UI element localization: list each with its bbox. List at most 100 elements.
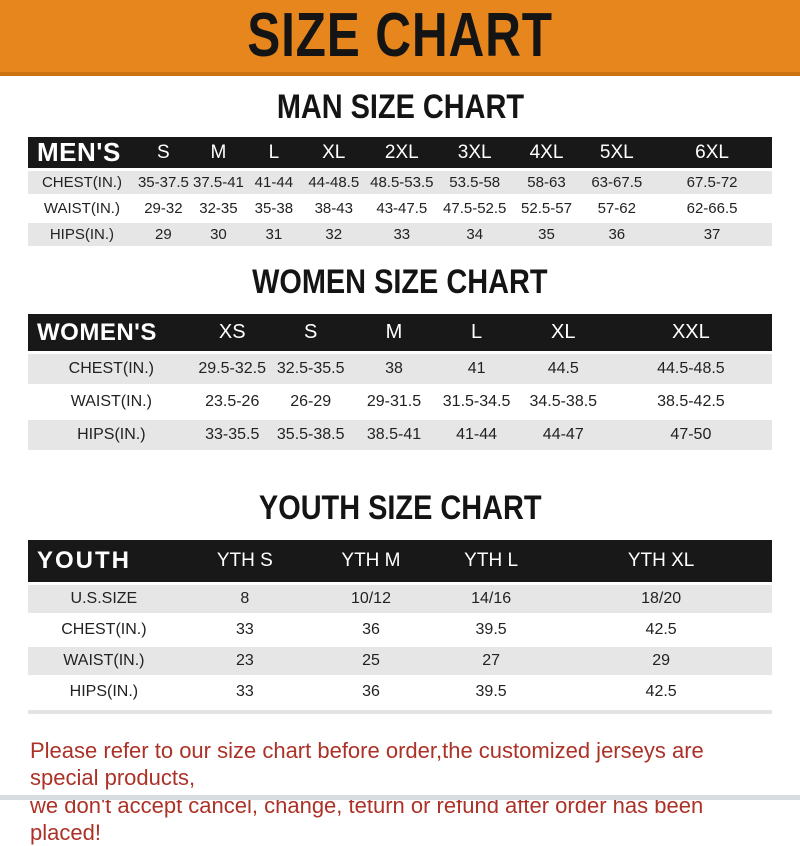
men-cell-2-7: 36 xyxy=(581,223,653,246)
men-table-row-1: WAIST(IN.) 29-32 32-35 35-38 38-43 43-47.5 47.… xyxy=(28,197,772,220)
women-cell-1-4: 34.5-38.5 xyxy=(516,387,610,417)
women-cell-2-5: 47-50 xyxy=(609,420,772,450)
youth-row-label-0: U.S.SIZE xyxy=(28,585,180,613)
women-row-label-0: CHEST(IN.) xyxy=(28,354,195,384)
men-table-label: MEN'S xyxy=(28,137,136,168)
men-table-row-2: HIPS(IN.) 29 30 31 32 33 34 35 36 37 xyxy=(28,223,772,246)
men-cell-0-0: 35-37.5 xyxy=(135,171,191,194)
women-section-heading-text: WOMEN SIZE CHART xyxy=(252,263,548,301)
women-row-label-1: WAIST(IN.) xyxy=(28,387,195,417)
men-section-heading: MAN SIZE CHART xyxy=(0,90,800,124)
men-cell-2-3: 32 xyxy=(301,223,366,246)
youth-table-row-1: CHEST(IN.) 33 36 39.5 42.5 xyxy=(28,616,772,644)
youth-cell-0-1: 10/12 xyxy=(309,585,432,613)
youth-row-label-1: CHEST(IN.) xyxy=(28,616,180,644)
men-header-row: MEN'S S M L XL 2XL 3XL 4XL 5XL 6XL xyxy=(28,137,772,168)
men-cell-2-4: 33 xyxy=(365,223,438,246)
banner: SIZE CHART xyxy=(0,0,800,76)
women-cell-0-5: 44.5-48.5 xyxy=(609,354,772,384)
men-column-header-7: 5XL xyxy=(581,137,653,168)
men-column-header-3: XL xyxy=(301,137,366,168)
women-cell-0-2: 38 xyxy=(351,354,437,384)
women-cell-1-1: 26-29 xyxy=(269,387,352,417)
men-row-label-0: CHEST(IN.) xyxy=(28,171,136,194)
men-cell-0-3: 44-48.5 xyxy=(301,171,366,194)
men-cell-0-5: 53.5-58 xyxy=(437,171,512,194)
women-column-header-2: M xyxy=(351,314,437,351)
men-cell-0-1: 37.5-41 xyxy=(190,171,246,194)
youth-row-label-2: WAIST(IN.) xyxy=(28,647,180,675)
women-column-header-4: XL xyxy=(516,314,610,351)
youth-table-label: YOUTH xyxy=(28,540,180,582)
men-column-header-6: 4XL xyxy=(511,137,582,168)
men-cell-0-7: 63-67.5 xyxy=(581,171,653,194)
women-cell-1-2: 29-31.5 xyxy=(351,387,437,417)
women-table-row-2: HIPS(IN.) 33-35.5 35.5-38.5 38.5-41 41-44 44-… xyxy=(28,420,772,450)
women-cell-2-3: 41-44 xyxy=(436,420,517,450)
youth-row-label-3: HIPS(IN.) xyxy=(28,678,180,706)
youth-column-header-1: YTH M xyxy=(309,540,432,582)
men-column-header-8: 6XL xyxy=(652,137,772,168)
youth-cell-1-2: 39.5 xyxy=(431,616,551,644)
men-size-table: MEN'S S M L XL 2XL 3XL 4XL 5XL 6XL CHEST(IN.) 35-3… xyxy=(28,134,772,249)
men-cell-1-2: 35-38 xyxy=(245,197,302,220)
youth-cell-1-1: 36 xyxy=(309,616,432,644)
women-cell-1-5: 38.5-42.5 xyxy=(609,387,772,417)
youth-section-heading-text: YOUTH SIZE CHART xyxy=(258,489,542,527)
men-cell-2-2: 31 xyxy=(245,223,302,246)
youth-column-header-2: YTH L xyxy=(431,540,551,582)
men-cell-1-3: 38-43 xyxy=(301,197,366,220)
women-section-heading: WOMEN SIZE CHART xyxy=(0,265,800,299)
youth-size-table: YOUTH YTH S YTH M YTH L YTH XL U.S.SIZE 8 10/1… xyxy=(28,537,772,709)
men-cell-0-8: 67.5-72 xyxy=(652,171,772,194)
men-cell-2-5: 34 xyxy=(437,223,512,246)
footer-note: Please refer to our size chart before or… xyxy=(30,737,770,846)
women-table-label: WOMEN'S xyxy=(28,314,195,351)
youth-cell-2-1: 25 xyxy=(309,647,432,675)
youth-table-row-3: HIPS(IN.) 33 36 39.5 42.5 xyxy=(28,678,772,706)
youth-cell-2-2: 27 xyxy=(431,647,551,675)
women-column-header-5: XXL xyxy=(609,314,772,351)
youth-cell-3-3: 42.5 xyxy=(550,678,772,706)
youth-column-header-3: YTH XL xyxy=(550,540,772,582)
men-cell-0-4: 48.5-53.5 xyxy=(365,171,438,194)
men-row-label-1: WAIST(IN.) xyxy=(28,197,136,220)
men-cell-2-0: 29 xyxy=(135,223,191,246)
youth-cell-3-0: 33 xyxy=(179,678,310,706)
men-cell-1-7: 57-62 xyxy=(581,197,653,220)
men-cell-1-4: 43-47.5 xyxy=(365,197,438,220)
women-cell-2-2: 38.5-41 xyxy=(351,420,437,450)
youth-table-bottom-strip xyxy=(28,710,772,714)
men-cell-2-8: 37 xyxy=(652,223,772,246)
youth-cell-3-2: 39.5 xyxy=(431,678,551,706)
men-cell-0-2: 41-44 xyxy=(245,171,302,194)
youth-section-heading: YOUTH SIZE CHART xyxy=(0,491,800,525)
women-table-row-1: WAIST(IN.) 23.5-26 26-29 29-31.5 31.5-34.5 34… xyxy=(28,387,772,417)
men-cell-2-1: 30 xyxy=(190,223,246,246)
men-cell-0-6: 58-63 xyxy=(511,171,582,194)
youth-table-row-0: U.S.SIZE 8 10/12 14/16 18/20 xyxy=(28,585,772,613)
women-size-table: WOMEN'S XS S M L XL XXL CHEST(IN.) 29.5-32.5 32.… xyxy=(28,311,772,453)
men-cell-1-8: 62-66.5 xyxy=(652,197,772,220)
men-column-header-4: 2XL xyxy=(365,137,438,168)
youth-cell-0-3: 18/20 xyxy=(550,585,772,613)
women-cell-1-0: 23.5-26 xyxy=(194,387,270,417)
men-column-header-2: L xyxy=(245,137,302,168)
youth-cell-2-0: 23 xyxy=(179,647,310,675)
women-cell-2-1: 35.5-38.5 xyxy=(269,420,352,450)
men-row-label-2: HIPS(IN.) xyxy=(28,223,136,246)
women-cell-0-4: 44.5 xyxy=(516,354,610,384)
youth-cell-0-0: 8 xyxy=(179,585,310,613)
men-cell-1-6: 52.5-57 xyxy=(511,197,582,220)
women-cell-2-0: 33-35.5 xyxy=(194,420,270,450)
men-cell-1-1: 32-35 xyxy=(190,197,246,220)
women-header-row: WOMEN'S XS S M L XL XXL xyxy=(28,314,772,351)
women-cell-0-1: 32.5-35.5 xyxy=(269,354,352,384)
banner-title: SIZE CHART xyxy=(247,1,553,70)
bottom-edge-strip xyxy=(0,795,800,800)
women-row-label-2: HIPS(IN.) xyxy=(28,420,195,450)
youth-table-row-2: WAIST(IN.) 23 25 27 29 xyxy=(28,647,772,675)
men-column-header-0: S xyxy=(135,137,191,168)
youth-cell-1-3: 42.5 xyxy=(550,616,772,644)
